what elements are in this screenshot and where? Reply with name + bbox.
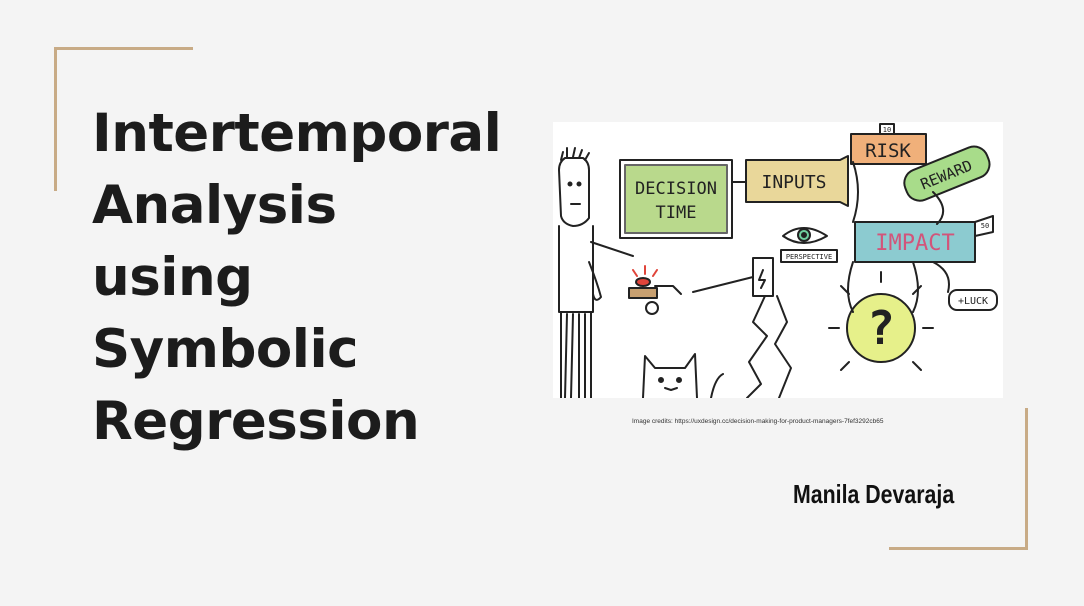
luck-label: +LUCK bbox=[958, 296, 988, 307]
corner-bracket-bottom-right bbox=[889, 547, 1028, 550]
risk-sign bbox=[850, 133, 927, 165]
risk-label: RISK bbox=[865, 140, 911, 162]
decision-label: DECISION bbox=[635, 179, 717, 199]
perspective-eye bbox=[780, 227, 838, 263]
perspective-label: PERSPECTIVE bbox=[786, 253, 832, 261]
title-line: Regression bbox=[92, 391, 420, 452]
title-line: using bbox=[92, 247, 253, 308]
time-label: TIME bbox=[656, 203, 697, 223]
image-credits: Image credits: https://uxdesign.cc/decis… bbox=[632, 418, 884, 425]
corner-bracket-top-left-vertical bbox=[54, 47, 57, 191]
author-name: Manila Devaraja bbox=[793, 479, 955, 509]
decision-making-illustration: DECISION TIME INPUTS RISK 10 REWARD IMPA… bbox=[553, 122, 1003, 398]
slide-title: Intertemporal Analysis using Symbolic Re… bbox=[92, 98, 532, 458]
impact-sign bbox=[854, 221, 976, 263]
question-mark-label: ? bbox=[867, 301, 895, 355]
corner-bracket-bottom-right-vertical bbox=[1025, 408, 1028, 550]
person-figure bbox=[558, 147, 634, 398]
title-line: Symbolic bbox=[92, 319, 359, 380]
luck-badge bbox=[948, 289, 998, 311]
title-line: Analysis bbox=[92, 175, 337, 236]
small-number-label: 50 bbox=[981, 222, 989, 230]
corner-bracket-top-left bbox=[54, 47, 193, 50]
inputs-banner bbox=[745, 155, 849, 207]
impact-label: IMPACT bbox=[875, 231, 954, 256]
inputs-label: INPUTS bbox=[761, 172, 826, 193]
cat-figure bbox=[642, 353, 724, 398]
reward-sign bbox=[903, 145, 991, 202]
title-line: Intertemporal bbox=[92, 103, 502, 164]
red-button bbox=[628, 265, 659, 315]
illustration-drawing: DECISION TIME INPUTS RISK 10 REWARD IMPA… bbox=[558, 123, 998, 398]
small-number-label: 10 bbox=[883, 126, 891, 134]
decision-time-board bbox=[619, 159, 733, 239]
